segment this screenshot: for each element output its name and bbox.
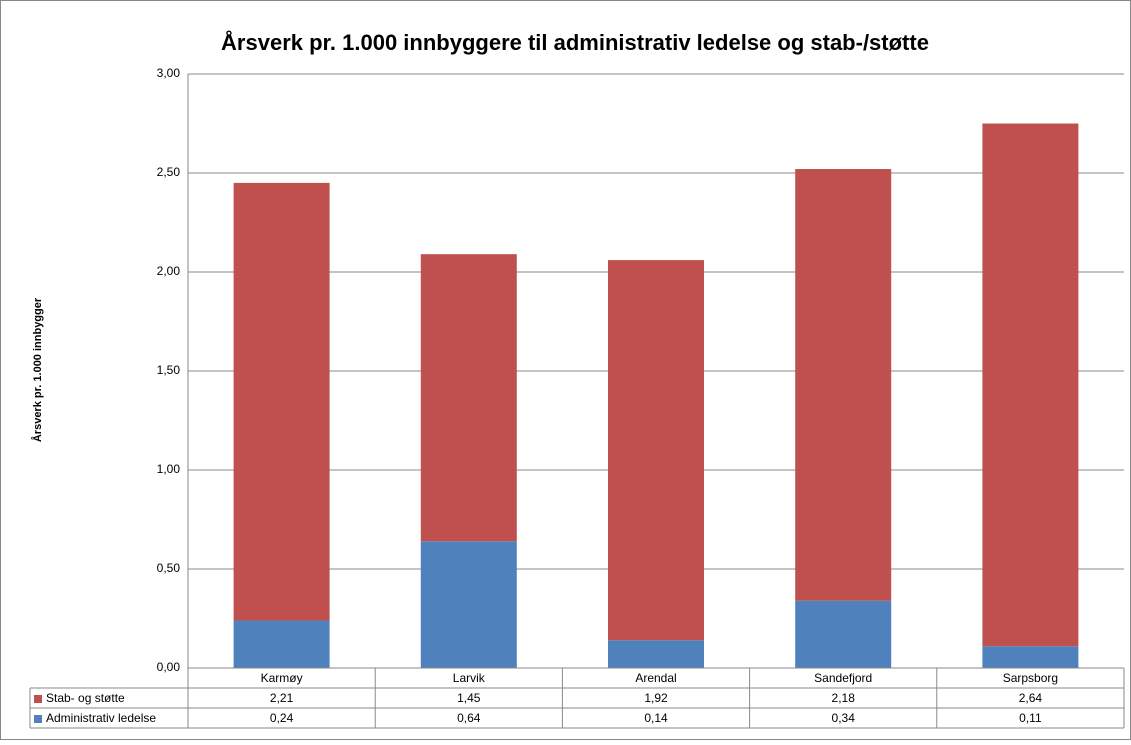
y-tick-label: 3,00 — [157, 66, 181, 80]
table-value: 1,92 — [644, 691, 668, 705]
table-value: 2,64 — [1019, 691, 1043, 705]
bar-segment — [233, 620, 330, 668]
bar-segment — [982, 646, 1079, 668]
bar-segment — [795, 600, 892, 668]
legend-label: Stab- og støtte — [46, 691, 125, 705]
bar-segment — [608, 640, 704, 668]
table-value: 0,34 — [832, 711, 856, 725]
y-tick-label: 0,00 — [157, 660, 181, 674]
y-tick-label: 1,50 — [157, 363, 181, 377]
y-tick-label: 2,00 — [157, 264, 181, 278]
table-value: 1,45 — [457, 691, 481, 705]
bar-segment — [608, 260, 704, 641]
bar-segment — [420, 254, 517, 542]
y-axis-label: Årsverk pr. 1.000 innbygger — [31, 297, 44, 442]
table-value: 2,21 — [270, 691, 294, 705]
x-tick-label: Larvik — [453, 671, 486, 685]
y-tick-label: 0,50 — [157, 561, 181, 575]
table-value: 0,24 — [270, 711, 294, 725]
table-value: 2,18 — [832, 691, 856, 705]
bar-segment — [982, 123, 1079, 647]
table-value: 0,14 — [644, 711, 668, 725]
legend-key — [34, 695, 42, 703]
y-tick-label: 2,50 — [157, 165, 181, 179]
bar-segment — [233, 182, 330, 621]
x-tick-label: Arendal — [635, 671, 676, 685]
table-value: 0,64 — [457, 711, 481, 725]
bar-segment — [795, 169, 892, 601]
legend-label: Administrativ ledelse — [46, 711, 156, 725]
table-value: 0,11 — [1019, 711, 1042, 725]
x-tick-label: Sarpsborg — [1003, 671, 1058, 685]
y-tick-label: 1,00 — [157, 462, 181, 476]
x-tick-label: Sandefjord — [814, 671, 872, 685]
chart-title: Årsverk pr. 1.000 innbyggere til adminis… — [221, 29, 929, 55]
bar-segment — [420, 541, 517, 668]
x-tick-label: Karmøy — [261, 671, 303, 685]
legend-key — [34, 715, 42, 723]
